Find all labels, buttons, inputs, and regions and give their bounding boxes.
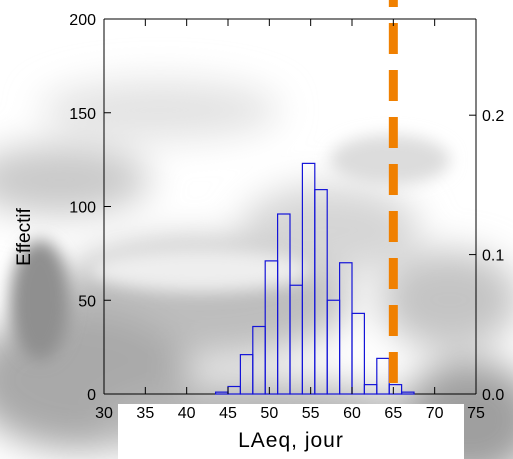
- y-tick-label: 200: [69, 12, 96, 29]
- x-axis-label: LAeq, jour: [238, 429, 344, 452]
- histogram-bar: [339, 262, 353, 395]
- histogram-bar: [289, 284, 303, 395]
- histogram-bar: [363, 384, 378, 395]
- y-tick-label: 150: [69, 106, 96, 123]
- histogram-bar: [301, 162, 316, 395]
- histogram-bars: [215, 162, 415, 395]
- y-axis-label: Effectif: [14, 207, 35, 265]
- x-tick-label: 40: [178, 405, 196, 422]
- histogram-bar: [326, 299, 341, 395]
- histogram-bar: [264, 260, 279, 395]
- histogram-bar: [401, 391, 415, 395]
- histogram-bar: [351, 312, 365, 395]
- histogram-bar: [376, 357, 390, 395]
- x-tick-label: 55: [302, 405, 320, 422]
- histogram-bar: [239, 354, 254, 395]
- histogram-bar: [277, 213, 291, 395]
- histogram-bar: [252, 325, 266, 395]
- y-tick-label: 50: [78, 293, 96, 310]
- x-tick-label: 30: [95, 405, 113, 422]
- y2-axis-ticks: 0.0 0.1 0.2: [469, 108, 504, 404]
- y-axis-ticks: 0 50 100 150 200: [69, 12, 111, 404]
- x-tick-label: 70: [426, 405, 444, 422]
- histogram-bar: [314, 189, 328, 395]
- axis-labels: Effectif LAeq, jour: [14, 207, 344, 452]
- x-tick-label: 75: [467, 405, 485, 422]
- y-tick-label: 100: [69, 200, 96, 217]
- x-tick-label: 45: [219, 405, 237, 422]
- y2-tick-label: 0.0: [482, 387, 504, 404]
- histogram-bar: [227, 385, 241, 395]
- x-tick-label: 65: [384, 405, 402, 422]
- histogram-bar: [215, 391, 229, 395]
- y2-tick-label: 0.2: [482, 108, 504, 125]
- x-tick-label: 35: [136, 405, 154, 422]
- x-tick-label: 60: [343, 405, 361, 422]
- x-tick-label: 50: [260, 405, 278, 422]
- y-tick-label: 0: [87, 387, 96, 404]
- histogram-bar: [388, 384, 403, 395]
- y2-tick-label: 0.1: [482, 248, 504, 265]
- x-axis-ticks: 30 35 40 45 50 55 60 65 70 75: [95, 19, 485, 422]
